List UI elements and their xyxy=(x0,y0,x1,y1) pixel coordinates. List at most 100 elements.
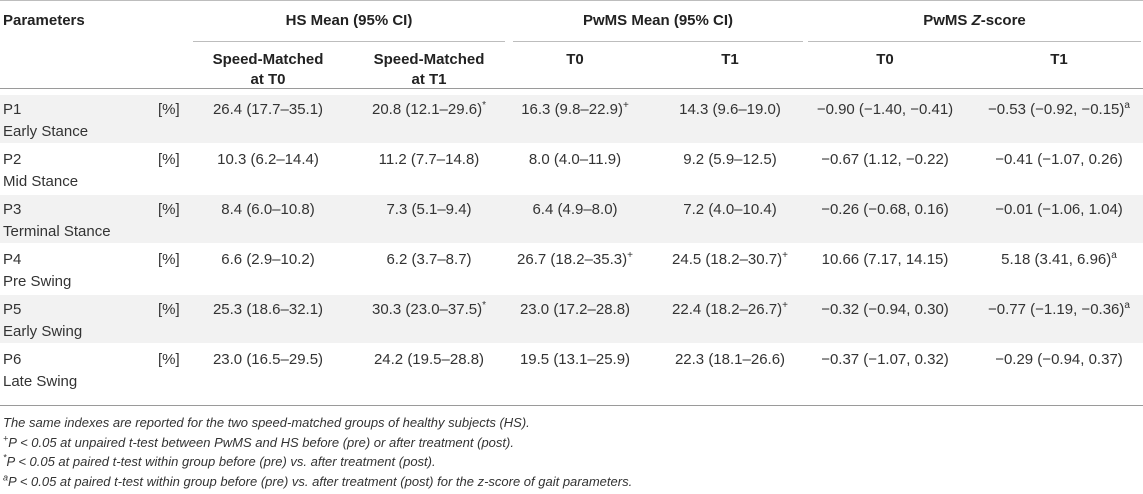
cell-value: 26.7 (18.2–35.3) xyxy=(517,251,628,268)
cell-significance-mark: + xyxy=(782,300,788,311)
footnote-mark: * xyxy=(3,452,7,463)
table-row: P5 Early Swing [%] 25.3 (18.6–32.1) 30.3 (23… xyxy=(0,295,1143,343)
cell-value: 8.0 (4.0–11.9) xyxy=(528,151,622,168)
parameter-code: P6 xyxy=(3,351,22,368)
cell-value: 22.3 (18.1–26.6) xyxy=(674,351,786,368)
table-top-rule xyxy=(0,0,1143,1)
parameter-unit: [%] xyxy=(158,301,180,318)
cell-value: −0.53 (−0.92, −0.15) xyxy=(988,101,1125,118)
group-underline-pwms xyxy=(513,41,803,42)
parameter-code: P5 xyxy=(3,301,22,318)
table-cell: −0.32 (−0.94, 0.30) xyxy=(800,299,970,321)
table-cell: 24.2 (19.5–28.8) xyxy=(353,349,505,371)
parameter-code: P2 xyxy=(3,151,22,168)
parameter-code: P3 xyxy=(3,201,22,218)
cell-value: 6.4 (4.9–8.0) xyxy=(532,201,618,218)
cell-significance-mark: + xyxy=(627,250,633,261)
cell-value: 26.4 (17.7–35.1) xyxy=(212,101,324,118)
cell-value: 14.3 (9.6–19.0) xyxy=(679,101,781,118)
subheader-line: Speed-Matched xyxy=(212,51,324,68)
parameter-name: Early Stance xyxy=(3,123,89,140)
cell-value: 23.0 (17.2–28.8) xyxy=(519,301,631,318)
table-row: P3 Terminal Stance [%] 8.4 (6.0–10.8) 7.3 (5… xyxy=(0,195,1143,243)
table-cell: 26.4 (17.7–35.1) xyxy=(193,99,343,121)
table-cell: 7.3 (5.1–9.4) xyxy=(353,199,505,221)
table-cell: −0.41 (−1.07, 0.26) xyxy=(975,149,1143,171)
cell-value: 19.5 (13.1–25.9) xyxy=(519,351,631,368)
table-cell: 10.3 (6.2–14.4) xyxy=(193,149,343,171)
subheader-pwms-t1: T1 xyxy=(721,51,739,68)
footnote-hs: The same indexes are reported for the tw… xyxy=(3,413,1133,433)
table-row: P6 Late Swing [%] 23.0 (16.5–29.5) 24.2 (19.… xyxy=(0,345,1143,393)
cell-value: 9.2 (5.9–12.5) xyxy=(683,151,777,168)
cell-value: −0.26 (−0.68, 0.16) xyxy=(821,201,949,218)
table-cell: 10.66 (7.17, 14.15) xyxy=(800,249,970,271)
header-group-pwms: PwMS Mean (95% CI) xyxy=(582,12,734,29)
cell-value: −0.37 (−1.07, 0.32) xyxy=(821,351,949,368)
cell-value: 11.2 (7.7–14.8) xyxy=(378,151,480,168)
subheader-line: Speed-Matched xyxy=(373,51,485,68)
cell-significance-mark: * xyxy=(482,100,486,111)
cell-value: 24.2 (19.5–28.8) xyxy=(373,351,485,368)
footnote-text: The same indexes are reported for the tw… xyxy=(3,415,530,430)
cell-value: 20.8 (12.1–29.6) xyxy=(372,101,483,118)
table-cell: 30.3 (23.0–37.5)* xyxy=(353,299,505,321)
parameter-name: Terminal Stance xyxy=(3,223,111,240)
parameter-name: Late Swing xyxy=(3,373,78,390)
cell-value: 6.6 (2.9–10.2) xyxy=(221,251,315,268)
footnote-mark: a xyxy=(3,472,9,483)
table-cell: 23.0 (17.2–28.8) xyxy=(500,299,650,321)
cell-significance-mark: a xyxy=(1111,250,1117,261)
parameter-name: Early Swing xyxy=(3,323,83,340)
cell-value: −0.29 (−0.94, 0.37) xyxy=(995,351,1123,368)
cell-value: 10.3 (6.2–14.4) xyxy=(217,151,319,168)
table-cell: 22.3 (18.1–26.6) xyxy=(650,349,810,371)
parameter-code: P4 xyxy=(3,251,22,268)
footnote-zscore: aP < 0.05 at paired t-test within group … xyxy=(3,472,1133,492)
subheader-line: at T1 xyxy=(411,71,447,88)
cell-value: 16.3 (9.8–22.9) xyxy=(521,101,623,118)
table-cell: 6.6 (2.9–10.2) xyxy=(193,249,343,271)
table-cell: 26.7 (18.2–35.3)+ xyxy=(500,249,650,271)
footnote-text: P < 0.05 at paired t-test within group b… xyxy=(8,473,633,489)
table-cell: −0.90 (−1.40, −0.41) xyxy=(800,99,970,121)
table-cell: 25.3 (18.6–32.1) xyxy=(193,299,343,321)
table-cell: 11.2 (7.7–14.8) xyxy=(353,149,505,171)
table-row: P2 Mid Stance [%] 10.3 (6.2–14.4) 11.2 (7.7–… xyxy=(0,145,1143,193)
subheader-hs-t1: Speed-Matched at T1 xyxy=(353,50,505,90)
parameter-unit: [%] xyxy=(158,151,180,168)
table-cell: 9.2 (5.9–12.5) xyxy=(650,149,810,171)
cell-value: 25.3 (18.6–32.1) xyxy=(212,301,324,318)
group-underline-zscore xyxy=(808,41,1141,42)
header-bottom-rule xyxy=(0,88,1143,89)
table-row: P4 Pre Swing [%] 6.6 (2.9–10.2) 6.2 (3.7–8.7… xyxy=(0,245,1143,293)
footnote-text: P < 0.05 at unpaired t-test between PwMS… xyxy=(8,434,514,450)
table-cell: −0.26 (−0.68, 0.16) xyxy=(800,199,970,221)
table-cell: 16.3 (9.8–22.9)+ xyxy=(500,99,650,121)
cell-value: −0.90 (−1.40, −0.41) xyxy=(816,101,954,118)
cell-significance-mark: a xyxy=(1124,300,1130,311)
cell-significance-mark: a xyxy=(1124,100,1130,111)
parameter-unit: [%] xyxy=(158,251,180,268)
table-row: P1 Early Stance [%] 26.4 (17.7–35.1) 20.8 (1… xyxy=(0,95,1143,143)
cell-value: −0.32 (−0.94, 0.30) xyxy=(821,301,949,318)
cell-value: −0.01 (−1.06, 1.04) xyxy=(995,201,1123,218)
header-parameters: Parameters xyxy=(3,12,85,29)
table-cell: −0.37 (−1.07, 0.32) xyxy=(800,349,970,371)
table-cell: 8.4 (6.0–10.8) xyxy=(193,199,343,221)
table-cell: −0.53 (−0.92, −0.15)a xyxy=(975,99,1143,121)
subheader-line: at T0 xyxy=(250,71,286,88)
table-cell: 7.2 (4.0–10.4) xyxy=(650,199,810,221)
parameter-name: Pre Swing xyxy=(3,273,72,290)
cell-value: 24.5 (18.2–30.7) xyxy=(672,251,783,268)
parameter-unit: [%] xyxy=(158,351,180,368)
cell-significance-mark: + xyxy=(782,250,788,261)
table-cell: 23.0 (16.5–29.5) xyxy=(193,349,343,371)
table-cell: 19.5 (13.1–25.9) xyxy=(500,349,650,371)
table-cell: 5.18 (3.41, 6.96)a xyxy=(975,249,1143,271)
subheader-pwms-t0: T0 xyxy=(566,51,584,68)
header-group-hs: HS Mean (95% CI) xyxy=(285,12,413,29)
cell-value: 6.2 (3.7–8.7) xyxy=(386,251,472,268)
table-cell: −0.77 (−1.19, −0.36)a xyxy=(975,299,1143,321)
cell-value: 10.66 (7.17, 14.15) xyxy=(821,251,949,268)
